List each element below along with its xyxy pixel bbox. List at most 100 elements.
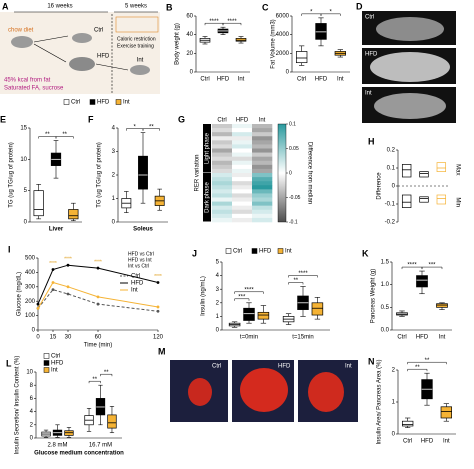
y-tick-label: 2 bbox=[216, 300, 220, 306]
point bbox=[51, 288, 55, 292]
heatmap-cell bbox=[232, 168, 253, 174]
x-tick-label: HFD bbox=[315, 77, 328, 83]
row-group-bar bbox=[203, 124, 211, 173]
significance: ** bbox=[425, 358, 430, 364]
significance-bracket bbox=[222, 22, 242, 26]
box bbox=[257, 311, 270, 320]
point bbox=[36, 307, 40, 310]
box bbox=[436, 194, 447, 205]
panel-label: M bbox=[158, 346, 166, 356]
y-tick-label: 0 bbox=[190, 70, 194, 76]
legend-swatch bbox=[225, 248, 232, 254]
heatmap-cell bbox=[252, 193, 273, 198]
panel-label: G bbox=[178, 114, 185, 124]
y-axis-label: Insulin Area/ Pancreas Area (%) bbox=[377, 359, 383, 444]
diet-label: Saturated FA, sucrose bbox=[4, 86, 64, 92]
panel-label: L bbox=[6, 358, 12, 368]
y-tick-label: 6000 bbox=[276, 14, 290, 20]
legend-label: Int bbox=[131, 288, 138, 294]
intervention: Caloric restriction bbox=[117, 36, 156, 42]
y-tick-label: 6 bbox=[30, 396, 34, 402]
mouse bbox=[69, 57, 95, 71]
mouse bbox=[11, 36, 33, 48]
x-tick-label: 60 bbox=[95, 335, 102, 341]
point bbox=[96, 295, 100, 299]
y-tick-label: 0 bbox=[32, 328, 36, 334]
x-tick-label: t=15min bbox=[292, 335, 314, 341]
y-tick-label: 100 bbox=[25, 313, 36, 319]
x-axis-label: Liver bbox=[49, 227, 64, 233]
heatmap-cell bbox=[252, 209, 273, 215]
significance: ** bbox=[415, 365, 420, 371]
legend-swatch bbox=[63, 99, 70, 105]
x-tick-label: 30 bbox=[65, 335, 72, 341]
heatmap-cell bbox=[252, 144, 273, 149]
mri-body bbox=[376, 17, 444, 41]
legend-label: Ctrl bbox=[233, 249, 242, 255]
diet-label: 45% kcal from fat bbox=[4, 78, 51, 84]
significance: ** bbox=[62, 132, 67, 138]
period: 5 weeks bbox=[125, 4, 147, 10]
significance-bracket bbox=[234, 291, 264, 294]
heatmap-cell bbox=[212, 209, 233, 215]
legend-swatch bbox=[43, 367, 50, 373]
legend-label: Ctrl bbox=[51, 354, 60, 360]
legend-label: Ctrl bbox=[131, 274, 140, 280]
group-label: Int bbox=[137, 58, 144, 64]
x-tick-label: Ctrl bbox=[403, 439, 412, 445]
significance: * bbox=[133, 124, 136, 130]
schematic: A 16 weeks 5 weeks chow diet Ctrl HFD In… bbox=[0, 1, 160, 94]
heatmap-cell bbox=[212, 193, 233, 198]
x-tick-label: t=0min bbox=[240, 335, 258, 341]
heatmap-cell bbox=[232, 189, 253, 194]
legend-swatch bbox=[115, 99, 122, 105]
heatmap-cell bbox=[212, 144, 233, 149]
box bbox=[235, 38, 247, 42]
heatmap-cell bbox=[232, 156, 253, 162]
y-axis-label: RER variation bbox=[195, 154, 201, 191]
schematic-bg bbox=[0, 12, 160, 94]
y-tick-label: 10 bbox=[20, 157, 27, 163]
heatmap-cell bbox=[212, 132, 233, 137]
heatmap-cell bbox=[212, 136, 233, 141]
panel-label: C bbox=[262, 2, 269, 12]
significance: *** bbox=[238, 294, 246, 300]
comparison-label: Int vs Ctrl bbox=[128, 263, 149, 269]
heatmap-cell bbox=[232, 144, 253, 149]
box bbox=[440, 406, 452, 419]
x-tick-label: HFD bbox=[421, 439, 434, 445]
legend-label: Int bbox=[123, 100, 130, 106]
panel-label: B bbox=[166, 2, 173, 12]
heatmap-cell bbox=[212, 181, 233, 186]
significance: **** bbox=[244, 287, 254, 293]
panel-label: D bbox=[356, 1, 363, 11]
point bbox=[156, 305, 160, 309]
islet bbox=[308, 372, 344, 412]
heatmap-cell bbox=[232, 124, 253, 129]
y-axis-label: Pancreas Weight (g) bbox=[371, 269, 377, 324]
heatmap-cell bbox=[212, 217, 233, 223]
y-tick-label: 500 bbox=[25, 256, 36, 262]
y-tick-label: 0 bbox=[112, 220, 116, 226]
heatmap-cell bbox=[212, 168, 233, 174]
y-tick-label: 5 bbox=[216, 260, 220, 266]
heatmap-cell bbox=[232, 140, 253, 145]
y-axis-label: Body weight (g) bbox=[175, 23, 181, 65]
point bbox=[96, 302, 100, 306]
y-tick-label: -0.1 bbox=[385, 202, 396, 208]
y-tick-label: 1.5 bbox=[381, 260, 390, 266]
significance-bracket bbox=[288, 275, 318, 278]
heatmap-cell bbox=[252, 164, 273, 170]
heatmap-cell bbox=[232, 128, 253, 133]
line bbox=[37, 289, 159, 312]
y-axis-label: Difference bbox=[377, 172, 383, 200]
point bbox=[156, 281, 160, 284]
heatmap-cell bbox=[232, 177, 253, 182]
y-tick-label: 3 bbox=[112, 149, 116, 155]
heatmap-cell bbox=[252, 217, 273, 223]
box bbox=[33, 190, 44, 217]
point bbox=[66, 263, 70, 267]
heatmap-cell bbox=[232, 217, 253, 223]
significance: *** bbox=[428, 263, 436, 269]
significance-bracket bbox=[407, 368, 428, 372]
